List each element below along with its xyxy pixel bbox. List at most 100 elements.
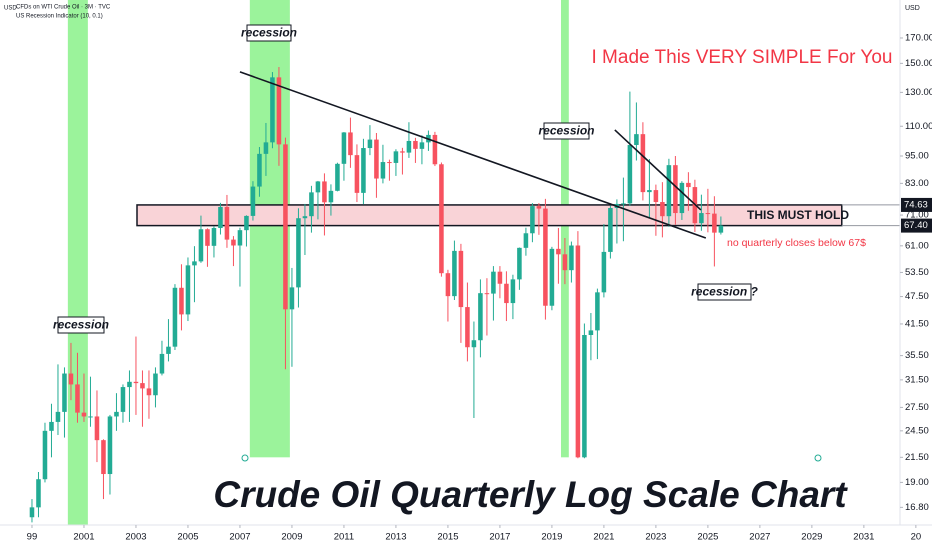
chart-title: Crude Oil Quarterly Log Scale Chart [213, 474, 848, 515]
candle-body [530, 206, 535, 234]
candle-body [653, 190, 659, 203]
annotation-box [697, 283, 752, 301]
candle-body [309, 192, 314, 217]
candle-body [686, 182, 691, 188]
y-tick-label: 130.00 [905, 87, 932, 98]
candle-body [250, 186, 256, 216]
y-tick-label: 35.50 [905, 350, 929, 361]
candle-body [634, 134, 639, 145]
candle-body [666, 165, 672, 217]
annotations: I Made This VERY SIMPLE For You THIS MUS… [53, 24, 893, 515]
x-tick-label: 2011 [334, 532, 354, 543]
candle-body [484, 293, 490, 295]
candle-body [88, 416, 93, 418]
x-tick-label: 2023 [645, 532, 666, 543]
candle-body [419, 142, 425, 149]
x-tick-label: 2031 [853, 532, 874, 543]
candle-body [387, 162, 392, 164]
indicator-marker [814, 454, 822, 462]
candle-body [348, 132, 353, 156]
y-tick-label: 53.50 [905, 267, 929, 278]
candle-body [341, 132, 347, 164]
candle-body [120, 387, 126, 412]
candle-body [445, 273, 451, 297]
annotation-box [543, 122, 590, 140]
currency-left: USD [4, 6, 17, 12]
candle-body [621, 203, 626, 205]
candle-body [595, 292, 600, 331]
candle-body [361, 148, 366, 193]
x-tick-label: 2017 [489, 532, 510, 543]
y-tick-label: 110.00 [905, 121, 932, 132]
price-tag [901, 197, 932, 212]
candle-body [49, 421, 54, 431]
candle-body [231, 239, 236, 246]
candle-body [172, 287, 178, 347]
trendline [239, 71, 707, 239]
candle-body [257, 153, 262, 187]
candle-body [198, 229, 204, 262]
candle-body [406, 140, 412, 153]
candle-body [712, 213, 717, 233]
candle-body [718, 225, 724, 233]
candle-body [283, 144, 288, 310]
candle-body [42, 430, 48, 480]
y-tick-label: 71.00 [905, 210, 929, 221]
candle-body [211, 228, 217, 246]
candle-body [335, 163, 340, 191]
candle-body [192, 261, 197, 266]
candle-body [322, 181, 327, 203]
trendline [614, 129, 702, 211]
candle-body [478, 293, 483, 341]
candle-body [452, 250, 457, 297]
y-tick-label: 41.50 [905, 318, 929, 329]
candle-body [68, 373, 74, 385]
plot-area [29, 0, 900, 525]
candle-body [205, 229, 210, 246]
candle-body [29, 507, 35, 518]
candle-body [569, 245, 574, 271]
candle-body [374, 139, 379, 179]
x-tick-label: 2015 [437, 532, 458, 543]
y-tick-label: 27.50 [905, 402, 929, 413]
indicator-marker [241, 454, 249, 462]
annotation: recession [53, 318, 109, 332]
y-tick-label: 47.50 [905, 291, 929, 302]
headline: I Made This VERY SIMPLE For You [592, 47, 893, 68]
candle-body [471, 340, 477, 348]
x-tick-label: 20 [911, 532, 922, 543]
recession-band [67, 0, 88, 525]
candle-body [582, 334, 587, 458]
candle-body [504, 283, 509, 304]
candle-body [647, 190, 652, 193]
x-tick-label: 2001 [73, 532, 94, 543]
candle-body [608, 208, 613, 252]
candle-body [627, 144, 633, 204]
candle-body [575, 245, 581, 458]
zone-label: THIS MUST HOLD [747, 208, 849, 222]
candle-body [491, 271, 496, 294]
candle-body [302, 216, 308, 219]
candle-body [705, 213, 711, 215]
candle-body [218, 206, 223, 229]
candle-body [62, 373, 67, 412]
candle-body [296, 218, 301, 288]
candle-body [36, 479, 41, 508]
x-tick-label: 2003 [125, 532, 146, 543]
candle-body [465, 307, 470, 348]
candle-body [179, 287, 184, 315]
candle-body [185, 265, 191, 315]
candle-body [114, 411, 119, 417]
candle-body [510, 279, 516, 304]
y-tick-label: 16.80 [905, 502, 929, 513]
price-tag-label: 74.63 [904, 199, 928, 210]
candle-body [523, 233, 529, 248]
annotation-box [57, 316, 105, 334]
candle-body [439, 164, 444, 274]
annotation: recession [538, 124, 594, 138]
candle-body [75, 384, 80, 413]
x-tick-label: 2005 [177, 532, 198, 543]
candle-body [517, 247, 522, 280]
x-tick-label: 2027 [749, 532, 770, 543]
